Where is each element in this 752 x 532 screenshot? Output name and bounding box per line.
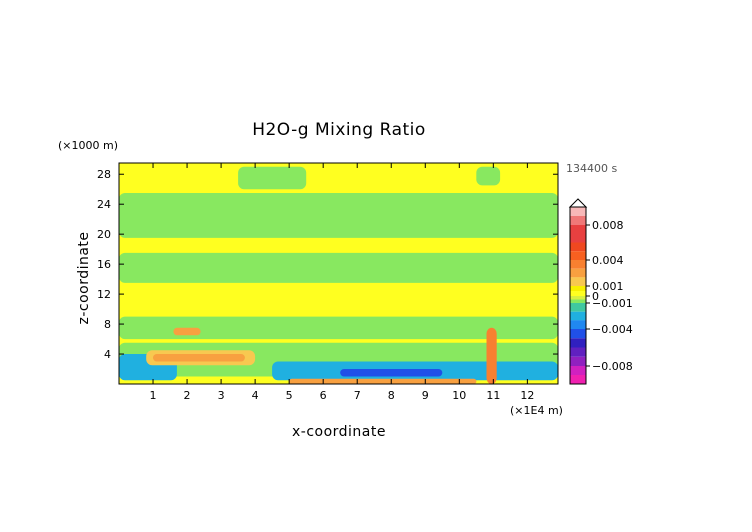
colorbar-cell <box>570 268 586 278</box>
colorbar-cell <box>570 303 586 312</box>
colorbar-cell <box>570 375 586 384</box>
field-region-orange-anomaly <box>153 354 245 362</box>
colorbar-cell <box>570 320 586 329</box>
colorbar-cell <box>570 329 586 339</box>
x-tick-label: 2 <box>184 389 191 402</box>
x-axis-ticks: 1 2 3 4 5 6 7 8 9 10 11 12 <box>150 163 534 402</box>
field-region-deep-blue-patch <box>340 369 443 377</box>
plot-frame <box>118 162 559 385</box>
x-tick-label: 9 <box>422 389 429 402</box>
colorbar-cell <box>570 296 586 300</box>
y-tick-label: 4 <box>104 348 111 361</box>
field-region-orange-anomaly-upper <box>173 327 201 336</box>
y-tick-label: 12 <box>97 288 111 301</box>
colorbar-cells <box>570 207 586 384</box>
colorbar-cell <box>570 291 586 296</box>
x-tick-label: 6 <box>320 389 327 402</box>
colorbar-cell <box>570 347 586 357</box>
y-tick-label: 24 <box>97 198 111 211</box>
x-tick-label: 10 <box>452 389 466 402</box>
y-unit-label: (×1000 m) <box>58 139 118 152</box>
colorbar-tick-label: 0.004 <box>592 254 624 267</box>
y-tick-label: 20 <box>97 228 111 241</box>
x-unit-label: (×1E4 m) <box>510 404 563 417</box>
colorbar-tick-label: 0.008 <box>592 219 624 232</box>
x-tick-label: 5 <box>286 389 293 402</box>
colorbar-tick-label: −0.008 <box>592 360 633 373</box>
y-tick-label: 8 <box>104 318 111 331</box>
colorbar-cell <box>570 286 586 291</box>
y-axis-label: z-coordinate <box>76 231 92 324</box>
colorbar-tick-label: −0.001 <box>592 297 633 310</box>
colorbar-cell <box>570 277 586 286</box>
colorbar-cell <box>570 225 586 243</box>
colorbar-cell <box>570 356 586 367</box>
colorbar-tick-label: 0 <box>592 290 599 303</box>
x-tick-label: 11 <box>486 389 500 402</box>
heatmap-field <box>119 163 558 384</box>
x-tick-label: 8 <box>388 389 395 402</box>
colorbar-cell <box>570 207 586 216</box>
field-region-green-band-middle <box>119 252 558 283</box>
field-region-green-blob-top <box>238 166 307 190</box>
colorbar-tick-label: −0.004 <box>592 323 633 336</box>
colorbar-cell <box>570 311 586 321</box>
colorbar-cell <box>570 216 586 225</box>
field-region-green-band-upper <box>119 193 558 238</box>
x-axis-label: x-coordinate <box>292 424 386 440</box>
colorbar-cell <box>570 260 586 269</box>
timestamp-label: 134400 s <box>566 162 617 175</box>
x-tick-label: 12 <box>520 389 534 402</box>
field-region-green-band-lower <box>119 316 558 340</box>
y-tick-label: 28 <box>97 168 111 181</box>
x-tick-label: 4 <box>252 389 259 402</box>
colorbar-cell <box>570 251 586 261</box>
x-tick-label: 1 <box>150 389 157 402</box>
x-tick-label: 3 <box>218 389 225 402</box>
colorbar-cell <box>570 242 586 252</box>
field-region-surface-orange-layer <box>289 378 477 384</box>
colorbar-cell <box>570 299 586 303</box>
colorbar-cell <box>570 338 586 348</box>
field-region-green-blob-top-right <box>476 166 501 186</box>
colorbar-tick-label: 0.001 <box>592 280 624 293</box>
colorbar-cap <box>568 198 588 208</box>
colorbar-cell <box>570 366 586 375</box>
y-tick-label: 16 <box>97 258 111 271</box>
y-axis-ticks: 4 8 12 16 20 24 28 <box>97 168 558 361</box>
x-tick-label: 7 <box>354 389 361 402</box>
chart-title: H2O-g Mixing Ratio <box>252 120 426 140</box>
field-region-plume-column <box>486 327 497 384</box>
